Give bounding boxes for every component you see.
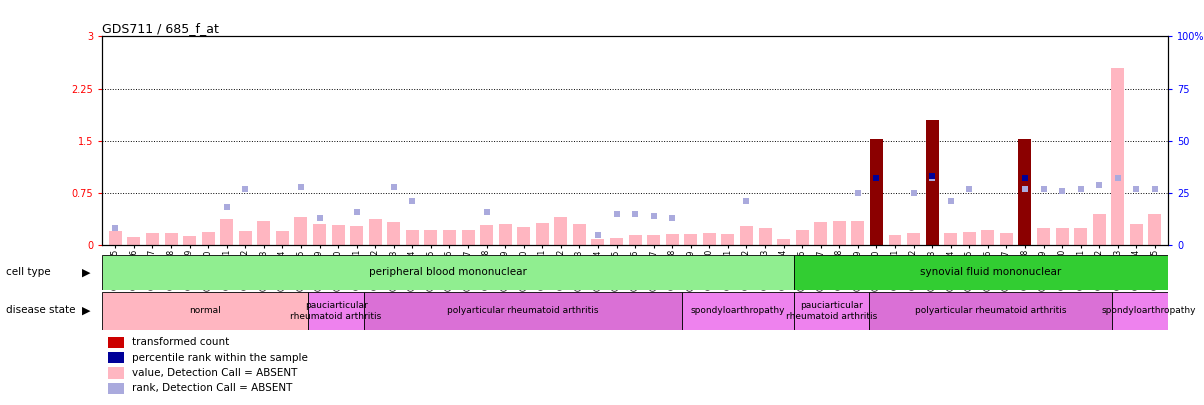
Text: GDS711 / 685_f_at: GDS711 / 685_f_at — [102, 22, 219, 35]
Bar — [238, 231, 252, 245]
Bar — [498, 224, 512, 245]
Bar — [554, 217, 567, 245]
Text: pauciarticular
rheumatoid arthritis: pauciarticular rheumatoid arthritis — [290, 301, 382, 320]
FancyBboxPatch shape — [102, 255, 793, 290]
Bar — [796, 230, 809, 245]
Bar — [1019, 139, 1032, 245]
Bar — [1037, 228, 1050, 245]
Text: value, Detection Call = ABSENT: value, Detection Call = ABSENT — [132, 368, 297, 378]
Bar — [480, 225, 494, 245]
Bar — [591, 239, 604, 245]
Bar — [331, 225, 344, 245]
Bar — [108, 231, 122, 245]
Bar — [907, 232, 920, 245]
Text: polyarticular rheumatoid arthritis: polyarticular rheumatoid arthritis — [447, 306, 598, 315]
Bar — [721, 234, 734, 245]
Text: transformed count: transformed count — [132, 337, 230, 347]
Bar — [889, 235, 902, 245]
Bar — [1093, 214, 1105, 245]
Bar — [1056, 228, 1069, 245]
FancyBboxPatch shape — [308, 292, 364, 330]
Bar — [573, 224, 586, 245]
Bar — [981, 230, 995, 245]
Bar — [833, 222, 845, 245]
Text: ▶: ▶ — [82, 267, 90, 277]
Bar — [350, 226, 364, 245]
Bar — [146, 233, 159, 245]
Text: normal: normal — [189, 306, 222, 315]
Text: peripheral blood mononuclear: peripheral blood mononuclear — [370, 267, 527, 277]
Bar — [1111, 68, 1125, 245]
FancyBboxPatch shape — [681, 292, 793, 330]
Bar — [1149, 214, 1162, 245]
Text: cell type: cell type — [6, 267, 51, 277]
Bar — [258, 221, 271, 245]
Bar — [999, 233, 1013, 245]
Bar — [128, 237, 141, 245]
Bar — [425, 230, 437, 245]
Bar — [276, 231, 289, 245]
FancyBboxPatch shape — [102, 292, 308, 330]
Bar — [648, 235, 660, 245]
Bar — [406, 230, 419, 245]
Text: disease state: disease state — [6, 305, 76, 315]
Text: rank, Detection Call = ABSENT: rank, Detection Call = ABSENT — [132, 384, 293, 393]
FancyBboxPatch shape — [1111, 292, 1187, 330]
Bar — [1129, 224, 1143, 245]
Bar — [684, 234, 697, 245]
Bar — [201, 232, 214, 245]
Bar — [518, 227, 530, 245]
Text: spondyloarthropathy: spondyloarthropathy — [691, 306, 785, 315]
FancyBboxPatch shape — [793, 255, 1187, 290]
Bar — [295, 217, 307, 245]
Bar — [759, 228, 772, 245]
Bar — [628, 234, 642, 245]
Bar — [740, 226, 752, 245]
Text: percentile rank within the sample: percentile rank within the sample — [132, 353, 308, 362]
Bar — [388, 222, 400, 245]
FancyBboxPatch shape — [869, 292, 1111, 330]
Text: polyarticular rheumatoid arthritis: polyarticular rheumatoid arthritis — [915, 306, 1066, 315]
Bar — [851, 222, 864, 245]
Bar — [610, 238, 622, 245]
Bar — [183, 236, 196, 245]
Bar — [870, 139, 883, 245]
Bar — [1074, 228, 1087, 245]
Bar — [461, 230, 474, 245]
FancyBboxPatch shape — [364, 292, 681, 330]
Bar — [814, 222, 827, 245]
Bar — [368, 219, 382, 245]
Bar — [703, 232, 716, 245]
Bar — [313, 224, 326, 245]
Bar — [536, 223, 549, 245]
FancyBboxPatch shape — [793, 292, 869, 330]
Text: pauciarticular
rheumatoid arthritis: pauciarticular rheumatoid arthritis — [786, 301, 877, 320]
Bar — [165, 233, 177, 245]
Text: spondyloarthropathy: spondyloarthropathy — [1102, 306, 1197, 315]
Bar — [963, 232, 975, 245]
Bar — [220, 219, 234, 245]
Text: ▶: ▶ — [82, 305, 90, 315]
Bar — [443, 230, 456, 245]
Bar — [666, 234, 679, 245]
Text: synovial fluid mononuclear: synovial fluid mononuclear — [920, 267, 1061, 277]
Bar — [777, 239, 790, 245]
Bar — [944, 233, 957, 245]
Bar — [926, 120, 939, 245]
